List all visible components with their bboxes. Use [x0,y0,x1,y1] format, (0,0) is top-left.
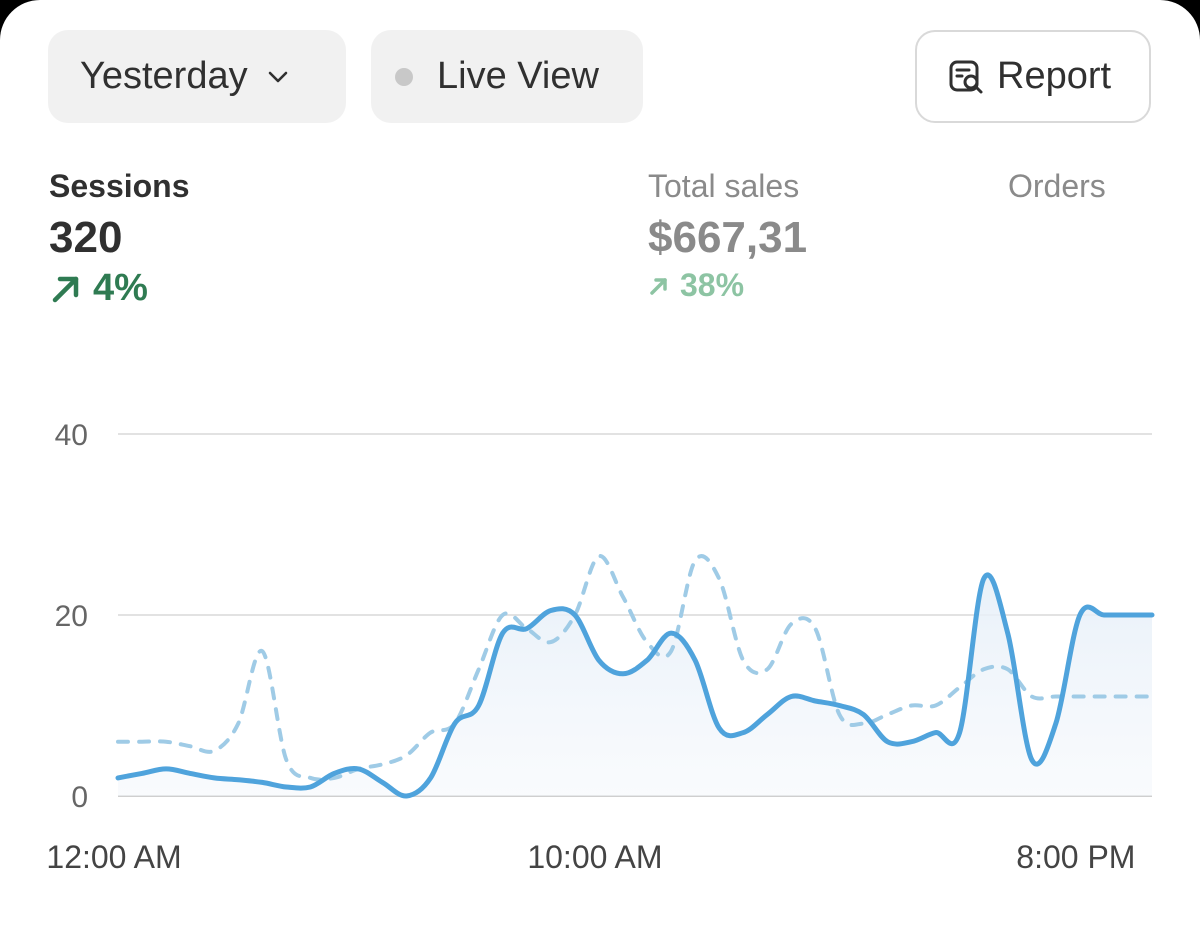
report-label: Report [997,55,1112,97]
metric-total-sales[interactable]: Total sales $667,31 38% [648,168,807,304]
total-sales-label: Total sales [648,168,800,204]
total-sales-value: $667,31 [648,213,808,262]
sessions-value: 320 [49,213,123,262]
metric-orders[interactable]: Orders [1008,168,1106,205]
sessions-change: 4% [49,267,190,310]
chevron-down-icon [268,71,287,82]
metric-sessions[interactable]: Sessions 320 4% [49,168,190,310]
orders-label: Orders [1008,168,1106,204]
report-button[interactable]: Report [915,30,1151,123]
sessions-area-fill [118,574,1152,797]
y-tick-label: 40 [55,419,88,452]
sessions-label: Sessions [49,168,190,204]
total-sales-change: 38% [648,267,807,304]
live-status-dot [395,67,413,86]
date-range-label: Yesterday [80,55,248,97]
y-tick-label: 0 [71,781,88,814]
total-sales-change-value: 38% [680,267,745,303]
sessions-change-value: 4% [93,267,148,309]
x-tick-label: 8:00 PM [1016,839,1135,875]
report-search-icon [949,60,983,93]
arrow-up-right-icon [52,276,79,302]
y-tick-label: 20 [55,600,88,633]
arrow-up-right-icon [650,277,667,295]
live-view-label: Live View [437,55,599,97]
x-tick-label: 10:00 AM [527,839,662,875]
live-view-button[interactable]: Live View [371,30,643,123]
date-range-dropdown[interactable]: Yesterday [48,30,346,123]
comparison-series-line [116,554,1154,782]
x-tick-label: 12:00 AM [46,839,181,875]
sessions-series-line [115,572,1155,799]
